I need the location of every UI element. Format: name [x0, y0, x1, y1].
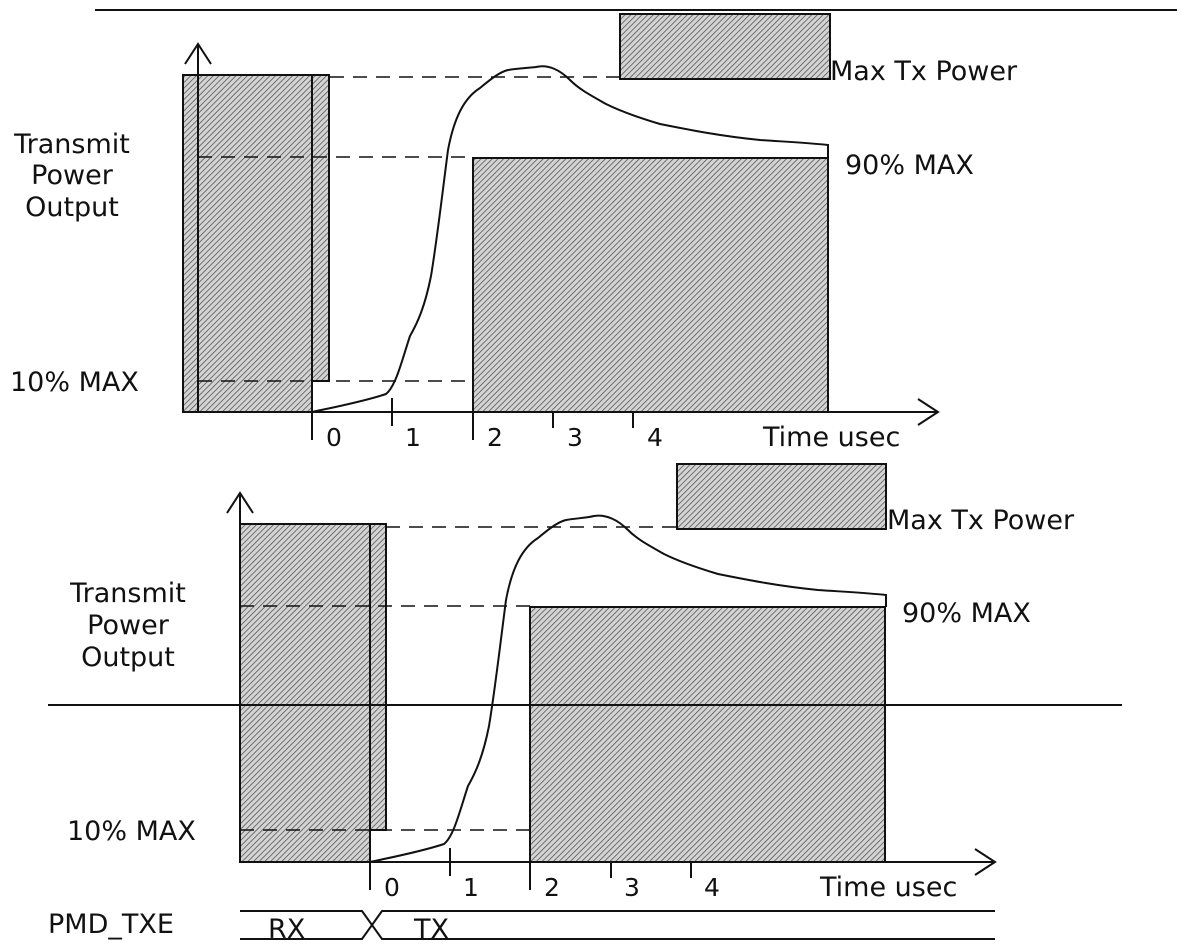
rx-mask-strip	[311, 74, 330, 382]
level90-label: 90% MAX	[845, 150, 974, 181]
max-tx-power-block	[676, 463, 887, 530]
tick-label-4: 4	[704, 873, 720, 902]
y-axis-arrow	[184, 42, 212, 65]
tick-label-3: 3	[567, 423, 583, 452]
tick-label-4: 4	[647, 423, 663, 452]
ylabel-line-3: Output	[25, 192, 119, 223]
rx-mask-strip	[369, 523, 387, 831]
tx-mask-block	[529, 606, 886, 863]
tick-label-1: 1	[463, 873, 479, 902]
pmd-txe-signal: PMD_TXE RX TX	[48, 909, 995, 945]
tick-label-2: 2	[544, 873, 560, 902]
x-axis-arrow	[974, 848, 997, 876]
panel-top: Transmit Power Output Max Tx Power 90% M…	[10, 13, 1018, 453]
ylabel-line-1: Transmit	[69, 578, 186, 609]
tx-mask-block	[472, 157, 829, 413]
max-tx-power-label: Max Tx Power	[887, 505, 1075, 536]
ylabel-line-2: Power	[87, 610, 170, 641]
pmd-tx-label: TX	[413, 914, 449, 945]
pmd-label: PMD_TXE	[48, 909, 174, 940]
rx-mask-block	[239, 523, 371, 863]
tick-label-0: 0	[326, 423, 342, 452]
pmd-rx-label: RX	[268, 914, 305, 945]
ylabel-line-1: Transmit	[13, 129, 130, 160]
level10-label: 10% MAX	[10, 367, 139, 398]
panel-bottom: Transmit Power Output Max Tx Power 90% M…	[48, 463, 1122, 903]
level90-label: 90% MAX	[902, 598, 1031, 629]
ylabel-line-3: Output	[81, 642, 175, 673]
tick-label-1: 1	[405, 423, 421, 452]
level10-label: 10% MAX	[67, 816, 196, 847]
power-ramp-curve	[311, 65, 829, 413]
rx-mask-block	[182, 74, 313, 413]
x-axis-arrow	[917, 398, 940, 426]
pmd-lower-rail	[240, 910, 995, 940]
ylabel-line-2: Power	[31, 160, 114, 191]
y-axis-arrow	[226, 491, 254, 514]
max-tx-power-block	[619, 13, 831, 80]
tick-label-2: 2	[487, 423, 503, 452]
pmd-upper-rail	[240, 910, 995, 940]
tick-label-3: 3	[624, 873, 640, 902]
xlabel: Time usec	[819, 872, 957, 903]
max-tx-power-label: Max Tx Power	[830, 56, 1018, 87]
tick-label-0: 0	[384, 873, 400, 902]
xlabel: Time usec	[762, 422, 900, 453]
power-ramp-curve	[369, 514, 887, 863]
